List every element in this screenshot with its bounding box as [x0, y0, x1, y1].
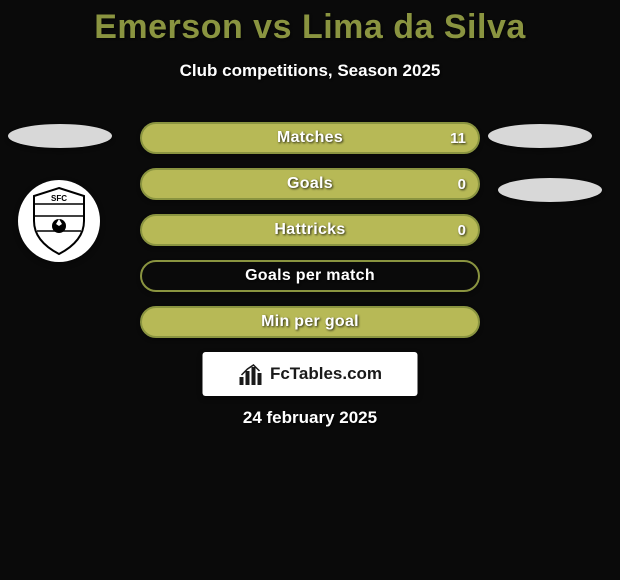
player-oval-right-top	[488, 124, 592, 148]
stat-row: Min per goal	[140, 306, 480, 338]
bars-icon	[238, 361, 264, 387]
stat-value: 11	[450, 130, 466, 147]
stat-label: Goals per match	[142, 267, 478, 285]
stats-container: Matches11Goals0Hattricks0Goals per match…	[140, 122, 480, 352]
svg-text:SFC: SFC	[51, 194, 67, 203]
stat-label: Min per goal	[142, 313, 478, 331]
team-logo-left: SFC	[18, 180, 100, 262]
stat-row: Hattricks0	[140, 214, 480, 246]
stat-row: Matches11	[140, 122, 480, 154]
page-subtitle: Club competitions, Season 2025	[0, 61, 620, 81]
shield-icon: SFC	[29, 186, 89, 256]
player-oval-left	[8, 124, 112, 148]
stat-label: Matches	[142, 129, 478, 147]
stat-value: 0	[458, 176, 466, 193]
footer-date: 24 february 2025	[0, 408, 620, 428]
stat-label: Hattricks	[142, 221, 478, 239]
stat-value: 0	[458, 222, 466, 239]
branding-box: FcTables.com	[203, 352, 418, 396]
stat-row: Goals per match	[140, 260, 480, 292]
page-title: Emerson vs Lima da Silva	[0, 0, 620, 47]
branding-text: FcTables.com	[270, 364, 382, 384]
player-oval-right-mid	[498, 178, 602, 202]
stat-row: Goals0	[140, 168, 480, 200]
stat-label: Goals	[142, 175, 478, 193]
